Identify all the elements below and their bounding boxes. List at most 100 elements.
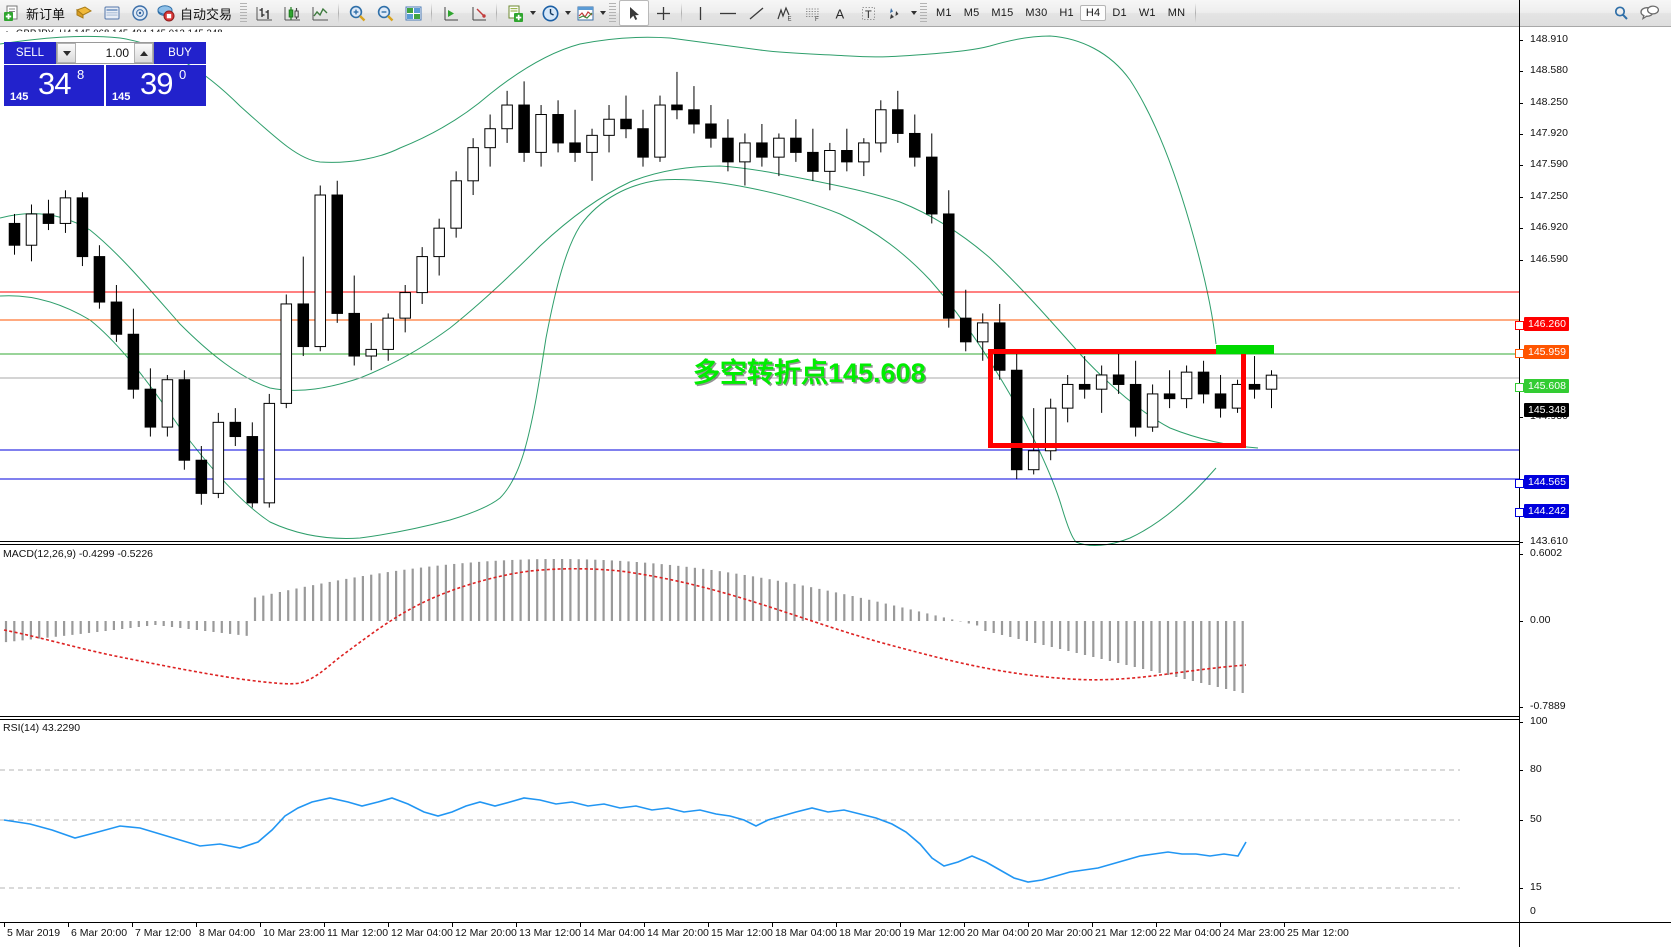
price-level-handle[interactable] [1515, 321, 1524, 330]
rsi-tick-50: 50 [1530, 813, 1542, 825]
macd-panel[interactable] [0, 545, 1519, 717]
indicators-button[interactable] [571, 1, 599, 25]
timeframe-mn[interactable]: MN [1167, 7, 1186, 19]
price-level-badge-145608[interactable]: 145.608 [1524, 379, 1569, 393]
rsi-panel[interactable] [0, 720, 1519, 922]
fibonacci-button[interactable]: F [798, 1, 826, 25]
terminal-button[interactable] [98, 1, 126, 25]
shapes-button[interactable] [882, 1, 910, 25]
autotrading-button[interactable]: 自动交易 [154, 1, 237, 25]
line-chart-button[interactable] [306, 1, 334, 25]
time-tick-mark [1284, 923, 1285, 927]
buy-price-button[interactable]: 145 39 0 [106, 65, 206, 106]
zoom-out-button[interactable] [371, 1, 399, 25]
wallet-button[interactable] [70, 1, 98, 25]
chart-annotation-text[interactable]: 多空转折点145.608 [693, 358, 926, 388]
time-tick-mark [196, 923, 197, 927]
timeframe-h4[interactable]: H4 [1079, 5, 1107, 21]
volume-increase-button[interactable] [134, 43, 153, 63]
timeframe-m1[interactable]: M1 [936, 7, 952, 19]
templates-button[interactable] [501, 1, 529, 25]
toolbar-grip-3[interactable] [920, 3, 928, 23]
line-chart-icon [312, 6, 328, 20]
candle-body [1061, 383, 1074, 409]
period-dropdown-caret[interactable] [565, 11, 572, 15]
rsi-panel-top-border-2 [0, 719, 1519, 720]
tile-windows-button[interactable] [399, 1, 427, 25]
search-button[interactable] [1607, 1, 1635, 25]
candle-body [1265, 374, 1278, 390]
price-level-badge-144242[interactable]: 144.242 [1524, 504, 1569, 518]
crosshair-button[interactable] [649, 1, 677, 25]
candle-body [8, 222, 21, 246]
price-level-handle[interactable] [1515, 383, 1524, 392]
toolbar-grip[interactable] [240, 3, 248, 23]
price-level-badge-145348[interactable]: 145.348 [1524, 403, 1569, 417]
svg-text:F: F [815, 17, 819, 22]
time-tick-label: 18 Mar 20:00 [839, 927, 901, 939]
chat-button[interactable] [1635, 1, 1663, 25]
price-level-badge-144565[interactable]: 144.565 [1524, 475, 1569, 489]
shift-end-button[interactable] [464, 1, 492, 25]
text-label-button[interactable]: T [854, 1, 882, 25]
candle-body [1146, 393, 1159, 428]
timeframe-h1[interactable]: H1 [1059, 7, 1074, 19]
candle-body [942, 213, 955, 319]
one-click-trading-panel[interactable]: SELL 1.00 BUY 145 34 8 145 39 0 [4, 42, 206, 106]
main-toolbar: 新订单 自动交易 [0, 0, 1671, 27]
shapes-dropdown-caret[interactable] [911, 11, 918, 15]
period-button[interactable] [536, 1, 564, 25]
templates-dropdown-caret[interactable] [530, 11, 537, 15]
horizontal-line-button[interactable] [714, 1, 742, 25]
text-button[interactable]: A [826, 1, 854, 25]
new-order-button[interactable]: 新订单 [0, 1, 70, 25]
timeframe-m15[interactable]: M15 [991, 7, 1014, 19]
price-chart[interactable] [0, 32, 1519, 938]
volume-input[interactable]: 1.00 [105, 46, 129, 60]
price-axis[interactable]: 148.910 148.580 148.250 147.920 147.590 147.2… [1515, 32, 1671, 547]
shift-start-button[interactable] [436, 1, 464, 25]
candle-body [314, 194, 327, 348]
price-level-badge-146260[interactable]: 146.260 [1524, 317, 1569, 331]
time-tick-label: 25 Mar 12:00 [1287, 927, 1349, 939]
price-level-handle[interactable] [1515, 349, 1524, 358]
trendline-button[interactable] [742, 1, 770, 25]
elliott-wave-button[interactable]: E [770, 1, 798, 25]
candle-body [722, 137, 734, 163]
rsi-scale: 100 80 50 15 0 [1519, 715, 1671, 922]
cursor-button[interactable] [619, 0, 650, 26]
time-axis[interactable]: 5 Mar 2019 6 Mar 20:00 7 Mar 12:00 8 Mar 04… [0, 922, 1671, 948]
zoom-in-button[interactable] [343, 1, 371, 25]
candle-body [1010, 369, 1023, 471]
timeframe-m30[interactable]: M30 [1025, 7, 1048, 19]
price-level-badge-145959[interactable]: 145.959 [1524, 345, 1569, 359]
candle-body [450, 180, 462, 229]
highlight-rectangle[interactable] [988, 349, 1246, 448]
sell-price-button[interactable]: 145 34 8 [4, 65, 104, 106]
vertical-line-button[interactable] [686, 1, 714, 25]
timeframe-m5[interactable]: M5 [963, 7, 980, 19]
indicators-dropdown-caret[interactable] [600, 11, 607, 15]
timeframe-d1[interactable]: D1 [1112, 7, 1127, 19]
volume-decrease-button[interactable] [57, 43, 76, 63]
candle-body [1214, 393, 1227, 409]
sell-label[interactable]: SELL [4, 42, 56, 64]
time-tick-mark [132, 923, 133, 927]
macd-title: MACD(12,26,9) -0.4299 -0.5226 [3, 548, 153, 560]
buy-label[interactable]: BUY [154, 42, 206, 64]
timeframe-w1[interactable]: W1 [1138, 7, 1156, 19]
svg-text:T: T [865, 9, 872, 21]
candlestick-chart-button[interactable] [278, 1, 306, 25]
navigator-button[interactable] [126, 1, 154, 25]
time-tick-label: 7 Mar 12:00 [135, 927, 192, 939]
candle-body [229, 421, 242, 438]
macd-panel-top-border [0, 541, 1519, 542]
bar-chart-icon [256, 6, 272, 20]
candle-body [654, 104, 666, 158]
price-level-handle[interactable] [1515, 508, 1524, 517]
time-tick-label: 12 Mar 04:00 [391, 927, 453, 939]
price-level-handle[interactable] [1515, 479, 1524, 488]
volume-stepper[interactable]: 1.00 [56, 42, 154, 64]
toolbar-grip-2[interactable] [609, 3, 617, 23]
bar-chart-button[interactable] [250, 1, 278, 25]
